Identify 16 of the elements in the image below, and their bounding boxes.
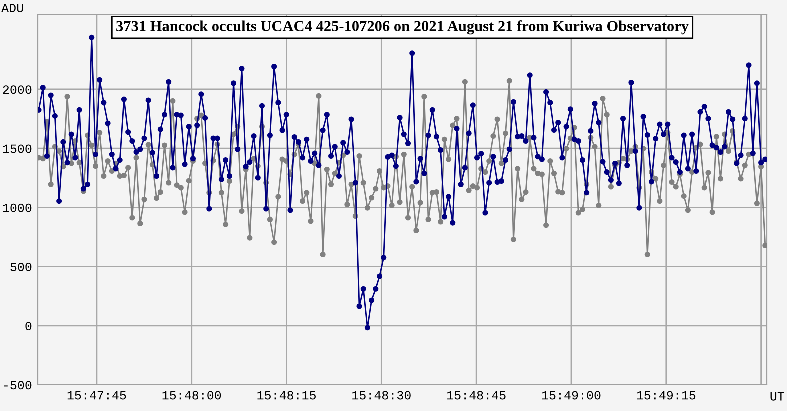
- y-tick-label: 500: [10, 262, 32, 272]
- x-tick-label: 15:48:30: [352, 391, 411, 400]
- y-tick-label: 1000: [3, 204, 32, 212]
- y-axis-title: ADU: [2, 4, 24, 13]
- x-tick-label: 15:48:00: [162, 391, 222, 400]
- y-tick-label: 1500: [3, 144, 32, 154]
- x-tick-label: 15:49:00: [542, 391, 601, 400]
- y-tick-label: 0: [26, 322, 32, 331]
- x-tick-label: 15:48:15: [258, 391, 316, 400]
- x-tick-label: 15:47:45: [68, 391, 126, 400]
- y-tick-label: -500: [4, 381, 32, 390]
- x-tick-label: 15:49:15: [637, 391, 696, 400]
- x-tick-label: 15:48:45: [447, 391, 506, 400]
- y-tick-label: 2000: [3, 86, 32, 94]
- chart-title: 3731 Hancock occults UCAC4 425-107206 on 2021 August 21 from Kuriwa Observatory: [116, 20, 689, 35]
- x-axis-title: UT: [770, 392, 784, 401]
